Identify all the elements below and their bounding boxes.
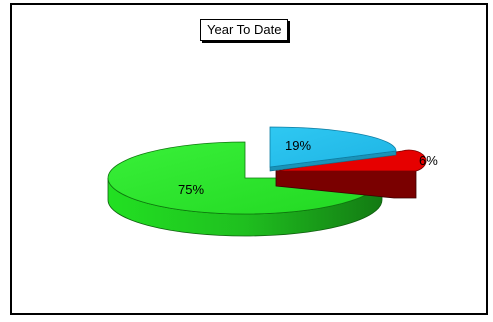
pie-slice-75 — [107, 141, 383, 237]
slice-label-75: 75% — [178, 182, 204, 197]
slice-label-6: 6% — [419, 153, 438, 168]
chart-title: Year To Date — [200, 19, 289, 41]
pie-slice-19-top — [269, 126, 397, 168]
slice-label-19: 19% — [285, 138, 311, 153]
pie-slice-75-top — [107, 141, 383, 215]
pie-slice-19 — [269, 126, 397, 172]
